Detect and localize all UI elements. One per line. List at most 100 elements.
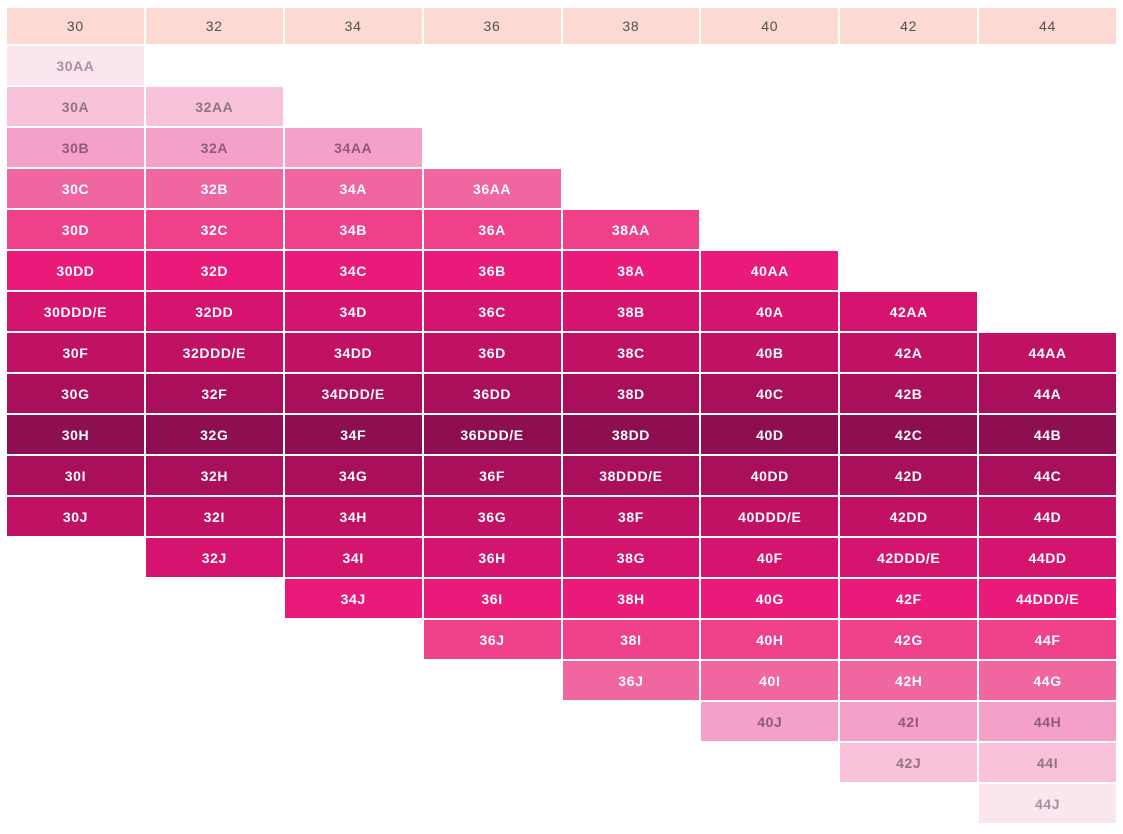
size-cell-34DD: 34DD bbox=[284, 333, 422, 372]
size-cell-40F: 40F bbox=[701, 538, 839, 577]
size-cell-44I: 44I bbox=[979, 743, 1116, 782]
size-cell-32G: 32G bbox=[145, 415, 283, 454]
size-cell-36DDD-E: 36DDD/E bbox=[423, 415, 561, 454]
size-cell-40I: 40I bbox=[701, 661, 839, 700]
size-cell-40DD: 40DD bbox=[701, 456, 839, 495]
size-cell-36C: 36C bbox=[423, 292, 561, 331]
size-cell-38DD: 38DD bbox=[562, 415, 700, 454]
band-header-40: 40 bbox=[701, 8, 839, 44]
size-cell-32J: 32J bbox=[145, 538, 283, 577]
size-cell-34G: 34G bbox=[284, 456, 422, 495]
size-cell-38DDD-E: 38DDD/E bbox=[562, 456, 700, 495]
size-cell-44AA: 44AA bbox=[979, 333, 1116, 372]
size-cell-44C: 44C bbox=[979, 456, 1116, 495]
size-cell-34D: 34D bbox=[284, 292, 422, 331]
size-cell-36A: 36A bbox=[423, 210, 561, 249]
size-cell-42D: 42D bbox=[840, 456, 978, 495]
size-cell-32I: 32I bbox=[145, 497, 283, 536]
size-cell-42I: 42I bbox=[840, 702, 978, 741]
size-cell-40D: 40D bbox=[701, 415, 839, 454]
size-cell-40B: 40B bbox=[701, 333, 839, 372]
size-cell-44DDD-E: 44DDD/E bbox=[979, 579, 1116, 618]
size-cell-32D: 32D bbox=[145, 251, 283, 290]
size-cell-32A: 32A bbox=[145, 128, 283, 167]
size-cell-38F: 38F bbox=[562, 497, 700, 536]
size-cell-30A: 30A bbox=[7, 87, 144, 126]
size-cell-44G: 44G bbox=[979, 661, 1116, 700]
size-cell-34DDD-E: 34DDD/E bbox=[284, 374, 422, 413]
size-cell-40C: 40C bbox=[701, 374, 839, 413]
size-cell-44F: 44F bbox=[979, 620, 1116, 659]
size-cell-30DDD-E: 30DDD/E bbox=[7, 292, 144, 331]
size-cell-32F: 32F bbox=[145, 374, 283, 413]
size-cell-42DD: 42DD bbox=[840, 497, 978, 536]
size-cell-34AA: 34AA bbox=[284, 128, 422, 167]
size-cell-40DDD-E: 40DDD/E bbox=[701, 497, 839, 536]
band-header-44: 44 bbox=[979, 8, 1116, 44]
size-cell-42G: 42G bbox=[840, 620, 978, 659]
size-cell-36J: 36J bbox=[562, 661, 700, 700]
size-cell-34F: 34F bbox=[284, 415, 422, 454]
size-cell-38C: 38C bbox=[562, 333, 700, 372]
size-cell-34C: 34C bbox=[284, 251, 422, 290]
size-cell-38H: 38H bbox=[562, 579, 700, 618]
size-cell-32DD: 32DD bbox=[145, 292, 283, 331]
size-cell-30C: 30C bbox=[7, 169, 144, 208]
size-cell-42AA: 42AA bbox=[840, 292, 978, 331]
band-header-34: 34 bbox=[284, 8, 422, 44]
size-cell-44DD: 44DD bbox=[979, 538, 1116, 577]
size-cell-30J: 30J bbox=[7, 497, 144, 536]
size-cell-30H: 30H bbox=[7, 415, 144, 454]
size-cell-38AA: 38AA bbox=[562, 210, 700, 249]
size-cell-40AA: 40AA bbox=[701, 251, 839, 290]
size-cell-44D: 44D bbox=[979, 497, 1116, 536]
size-cell-38A: 38A bbox=[562, 251, 700, 290]
size-cell-36AA: 36AA bbox=[423, 169, 561, 208]
size-cell-42F: 42F bbox=[840, 579, 978, 618]
size-cell-38B: 38B bbox=[562, 292, 700, 331]
size-cell-36J: 36J bbox=[423, 620, 561, 659]
size-cell-40H: 40H bbox=[701, 620, 839, 659]
size-cell-42C: 42C bbox=[840, 415, 978, 454]
size-cell-30F: 30F bbox=[7, 333, 144, 372]
size-cell-44B: 44B bbox=[979, 415, 1116, 454]
size-cell-34B: 34B bbox=[284, 210, 422, 249]
size-cell-36D: 36D bbox=[423, 333, 561, 372]
size-cell-30AA: 30AA bbox=[7, 46, 144, 85]
size-cell-34A: 34A bbox=[284, 169, 422, 208]
size-cell-30DD: 30DD bbox=[7, 251, 144, 290]
size-cell-30I: 30I bbox=[7, 456, 144, 495]
size-cell-42A: 42A bbox=[840, 333, 978, 372]
size-cell-38D: 38D bbox=[562, 374, 700, 413]
size-cell-32H: 32H bbox=[145, 456, 283, 495]
size-cell-36B: 36B bbox=[423, 251, 561, 290]
band-header-38: 38 bbox=[562, 8, 700, 44]
size-cell-44J: 44J bbox=[979, 784, 1116, 823]
size-cell-38G: 38G bbox=[562, 538, 700, 577]
size-cell-40J: 40J bbox=[701, 702, 839, 741]
size-cell-32C: 32C bbox=[145, 210, 283, 249]
size-cell-36I: 36I bbox=[423, 579, 561, 618]
size-cell-34I: 34I bbox=[284, 538, 422, 577]
size-cell-38I: 38I bbox=[562, 620, 700, 659]
size-cell-34J: 34J bbox=[284, 579, 422, 618]
size-cell-32DDD-E: 32DDD/E bbox=[145, 333, 283, 372]
size-cell-40A: 40A bbox=[701, 292, 839, 331]
size-cell-30B: 30B bbox=[7, 128, 144, 167]
size-cell-36H: 36H bbox=[423, 538, 561, 577]
band-header-42: 42 bbox=[840, 8, 978, 44]
size-cell-42B: 42B bbox=[840, 374, 978, 413]
size-cell-40G: 40G bbox=[701, 579, 839, 618]
size-cell-42H: 42H bbox=[840, 661, 978, 700]
size-cell-42J: 42J bbox=[840, 743, 978, 782]
size-cell-44H: 44H bbox=[979, 702, 1116, 741]
band-header-36: 36 bbox=[423, 8, 561, 44]
size-cell-30D: 30D bbox=[7, 210, 144, 249]
size-cell-32B: 32B bbox=[145, 169, 283, 208]
size-cell-44A: 44A bbox=[979, 374, 1116, 413]
size-cell-36DD: 36DD bbox=[423, 374, 561, 413]
band-header-30: 30 bbox=[7, 8, 144, 44]
size-cell-36G: 36G bbox=[423, 497, 561, 536]
size-cell-42DDD-E: 42DDD/E bbox=[840, 538, 978, 577]
